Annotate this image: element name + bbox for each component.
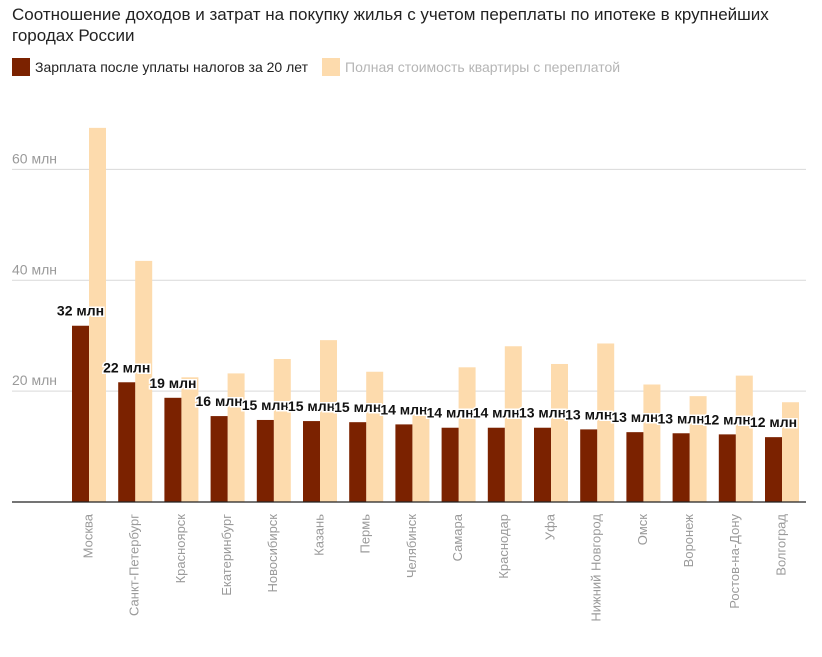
bar-salary	[164, 397, 182, 502]
bar-salary	[210, 416, 228, 502]
data-label: 15 млн	[288, 398, 335, 414]
bar-apartment	[181, 377, 199, 502]
legend: Зарплата после уплаты налогов за 20 лет …	[12, 58, 634, 76]
bar-salary	[672, 433, 690, 502]
bar-salary	[395, 424, 413, 502]
data-label: 13 млн	[565, 406, 612, 422]
bar-apartment	[458, 367, 476, 502]
legend-swatch-salary	[12, 58, 30, 76]
data-label: 15 млн	[334, 399, 381, 415]
bar-salary	[72, 325, 89, 502]
bar-salary	[718, 434, 736, 502]
x-tick-label: Ростов-на-Дону	[727, 514, 742, 609]
data-label: 22 млн	[103, 359, 150, 375]
x-tick-label: Самара	[450, 513, 465, 561]
x-tick-label: Екатеринбург	[219, 514, 234, 596]
x-tick-label: Новосибирск	[265, 514, 280, 593]
legend-item-apartment: Полная стоимость квартиры с переплатой	[322, 58, 620, 76]
data-label: 14 млн	[427, 405, 474, 421]
bar-apartment	[782, 402, 799, 502]
bar-salary	[487, 427, 505, 502]
x-tick-label: Москва	[80, 513, 95, 558]
x-tick-label: Санкт-Петербург	[127, 514, 142, 616]
bar-apartment	[643, 384, 661, 502]
x-tick-label: Нижний Новгород	[589, 514, 604, 622]
y-tick-label: 60 млн	[12, 150, 57, 166]
data-label: 13 млн	[519, 405, 566, 421]
x-tick-label: Челябинск	[404, 514, 419, 578]
data-label: 12 млн	[750, 414, 797, 430]
bar-apartment	[551, 363, 568, 502]
x-tick-label: Пермь	[358, 514, 373, 554]
bar-apartment	[597, 343, 615, 502]
x-tick-label: Воронеж	[681, 514, 696, 568]
bar-salary	[765, 437, 782, 502]
x-tick-label: Уфа	[542, 513, 557, 540]
y-tick-label: 40 млн	[12, 261, 57, 277]
bar-apartment	[689, 396, 707, 502]
legend-item-salary: Зарплата после уплаты налогов за 20 лет	[12, 58, 308, 76]
bar-salary	[580, 429, 598, 502]
data-label: 16 млн	[196, 393, 243, 409]
bar-salary	[349, 422, 367, 502]
legend-label-salary: Зарплата после уплаты налогов за 20 лет	[35, 59, 308, 75]
data-label: 14 млн	[473, 405, 520, 421]
x-tick-label: Омск	[635, 514, 650, 546]
chart-title: Соотношение доходов и затрат на покупку …	[12, 5, 769, 45]
bar-salary	[303, 421, 320, 502]
bar-apartment	[273, 358, 291, 502]
x-tick-label: Краснодар	[496, 514, 511, 579]
y-tick-label: 20 млн	[12, 372, 57, 388]
legend-swatch-apartment	[322, 58, 340, 76]
data-label: 13 млн	[611, 409, 658, 425]
data-label: 32 млн	[57, 303, 104, 319]
x-tick-label: Красноярск	[173, 514, 188, 584]
data-label: 13 млн	[658, 410, 705, 426]
bar-apartment	[735, 375, 753, 502]
bar-salary	[118, 382, 136, 502]
bar-apartment	[320, 340, 337, 502]
bar-apartment	[227, 373, 245, 502]
bar-salary	[534, 427, 551, 502]
bar-apartment	[89, 127, 106, 502]
data-label: 19 млн	[149, 375, 196, 391]
bar-apartment	[504, 346, 522, 502]
x-tick-label: Волгоград	[773, 514, 788, 576]
bar-salary	[441, 427, 459, 502]
bar-apartment	[366, 371, 384, 502]
bar-apartment	[135, 260, 153, 502]
x-tick-label: Казань	[311, 514, 326, 556]
bar-apartment	[412, 410, 430, 502]
legend-label-apartment: Полная стоимость квартиры с переплатой	[345, 59, 621, 75]
data-label: 15 млн	[242, 397, 289, 413]
bar-salary	[626, 432, 644, 502]
data-label: 12 млн	[704, 411, 751, 427]
bar-salary	[256, 419, 274, 502]
data-label: 14 млн	[380, 401, 427, 417]
